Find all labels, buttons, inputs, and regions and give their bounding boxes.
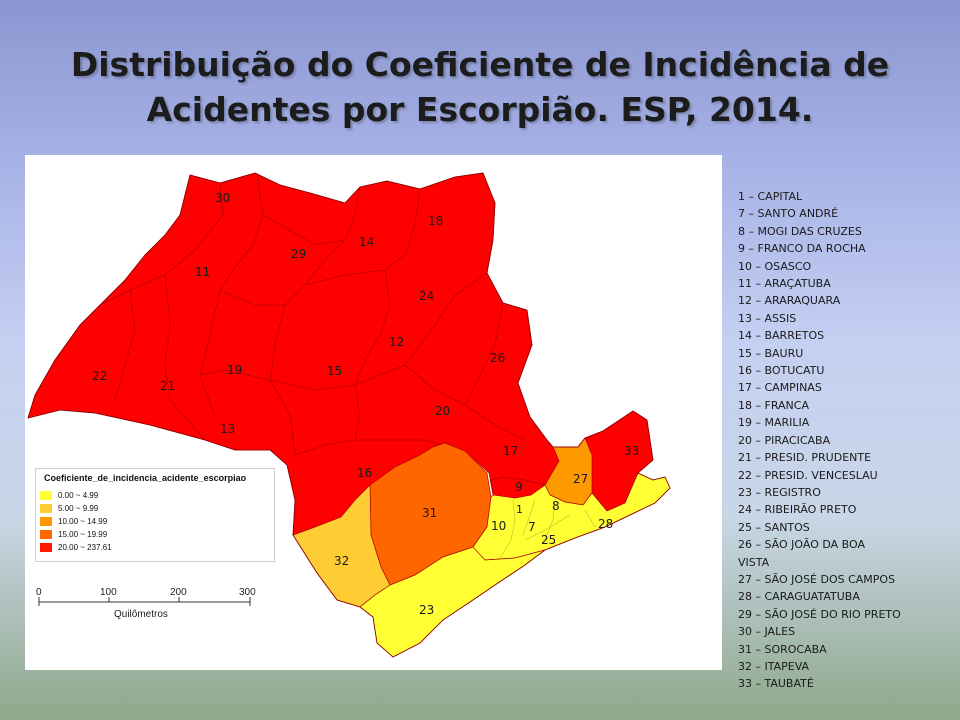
legend-swatch <box>40 529 52 539</box>
region-code-entry: 33 – TAUBATÉ <box>738 677 814 691</box>
region-code-entry: 23 – REGISTRO <box>738 485 821 499</box>
region-code-entry: VISTA <box>738 555 770 569</box>
legend-title: Coeficiente_de_incidencia_acidente_escor… <box>44 473 247 483</box>
region-label-22: 22 <box>92 369 107 383</box>
region-code-entry: 13 – ASSIS <box>738 311 797 325</box>
scale-tick-100: 100 <box>100 587 117 598</box>
slide-title-line-1: Distribuição do Coeficiente de Incidênci… <box>70 45 890 84</box>
legend-item: 15.00 ~ 19.99 <box>40 528 107 540</box>
scale-tick-300: 300 <box>239 587 256 598</box>
legend-label: 0.00 ~ 4.99 <box>58 490 99 500</box>
legend-item: 5.00 ~ 9.99 <box>40 502 98 514</box>
region-code-entry: 16 – BOTUCATU <box>738 364 825 378</box>
region-label-8: 8 <box>552 499 560 513</box>
region-code-entry: 7 – SANTO ANDRÉ <box>738 207 839 221</box>
scale-unit-label: Quilômetros <box>114 609 168 620</box>
region-code-entry: 26 – SÃO JOÃO DA BOA <box>738 538 865 552</box>
legend-swatch <box>40 542 52 552</box>
region-code-entry: 20 – PIRACICABA <box>738 433 831 447</box>
region-label-24: 24 <box>419 289 434 303</box>
slide-title: Distribuição do Coeficiente de Incidênci… <box>60 42 900 132</box>
region-code-list: 1 – CAPITAL 7 – SANTO ANDRÉ 8 – MOGI DAS… <box>738 188 938 693</box>
region-label-21: 21 <box>160 379 175 393</box>
legend-swatch <box>40 516 52 526</box>
legend-swatch <box>40 490 52 500</box>
region-label-17: 17 <box>503 444 518 458</box>
region-borders <box>99 172 526 456</box>
region-label-23: 23 <box>419 603 434 617</box>
region-label-16: 16 <box>357 466 372 480</box>
region-code-entry: 22 – PRESID. VENCESLAU <box>738 468 878 482</box>
scale-tick-200: 200 <box>170 587 187 598</box>
region-label-9: 9 <box>515 480 523 494</box>
region-label-25: 25 <box>541 533 556 547</box>
region-label-7: 7 <box>528 520 536 534</box>
legend-label: 20.00 ~ 237.61 <box>58 542 112 552</box>
region-code-entry: 15 – BAURU <box>738 346 804 360</box>
region-label-13: 13 <box>220 422 235 436</box>
region-label-29: 29 <box>291 247 306 261</box>
region-9 <box>490 476 546 499</box>
region-label-31: 31 <box>422 506 437 520</box>
region-label-12: 12 <box>389 335 404 349</box>
region-code-entry: 31 – SOROCABA <box>738 642 827 656</box>
region-label-11: 11 <box>195 265 210 279</box>
region-code-entry: 21 – PRESID. PRUDENTE <box>738 451 872 465</box>
region-code-entry: 14 – BARRETOS <box>738 329 825 343</box>
region-code-entry: 12 – ARARAQUARA <box>738 294 841 308</box>
legend-label: 10.00 ~ 14.99 <box>58 516 108 526</box>
state-outline <box>27 172 671 658</box>
region-code-entry: 17 – CAMPINAS <box>738 381 822 395</box>
region-code-entry: 24 – RIBEIRÃO PRETO <box>738 503 857 517</box>
region-code-entry: 8 – MOGI DAS CRUZES <box>738 224 862 238</box>
region-code-entry: 28 – CARAGUATATUBA <box>738 590 860 604</box>
region-label-1: 1 <box>516 503 523 516</box>
legend-item: 20.00 ~ 237.61 <box>40 541 112 553</box>
scale-tick-0: 0 <box>36 587 42 598</box>
map-panel: 30 29 14 18 11 24 12 26 22 21 19 15 20 1… <box>25 155 722 670</box>
region-label-33: 33 <box>624 444 639 458</box>
legend-label: 5.00 ~ 9.99 <box>58 503 99 513</box>
region-code-entry: 11 – ARAÇATUBA <box>738 277 831 291</box>
legend-swatch <box>40 503 52 513</box>
region-label-15: 15 <box>327 364 342 378</box>
slide-title-line-2: Acidentes por Escorpião. ESP, 2014. <box>146 90 814 129</box>
legend-label: 15.00 ~ 19.99 <box>58 529 108 539</box>
region-label-10: 10 <box>491 519 506 533</box>
region-code-entry: 1 – CAPITAL <box>738 190 803 203</box>
choropleth-map: 30 29 14 18 11 24 12 26 22 21 19 15 20 1… <box>27 172 671 658</box>
region-label-32: 32 <box>334 554 349 568</box>
legend-item: 0.00 ~ 4.99 <box>40 489 98 501</box>
region-code-entry: 18 – FRANCA <box>738 398 809 412</box>
region-code-entry: 27 – SÃO JOSÉ DOS CAMPOS <box>738 572 896 586</box>
region-label-30: 30 <box>215 191 230 205</box>
region-code-entry: 9 – FRANCO DA ROCHA <box>738 242 866 256</box>
region-code-entry: 19 – MARILIA <box>738 416 810 430</box>
region-code-entry: 30 – JALES <box>738 625 796 639</box>
metro-borders <box>499 499 596 559</box>
scale-bar: 0 100 200 300 Quilômetros <box>36 587 256 620</box>
region-label-18: 18 <box>428 214 443 228</box>
map-legend: Coeficiente_de_incidencia_acidente_escor… <box>35 468 275 562</box>
region-code-entry: 25 – SANTOS <box>738 520 810 534</box>
region-label-27: 27 <box>573 472 588 486</box>
region-label-19: 19 <box>227 363 242 377</box>
region-label-26: 26 <box>490 351 505 365</box>
region-label-28: 28 <box>598 517 613 531</box>
region-code-entry: 29 – SÃO JOSÉ DO RIO PRETO <box>738 607 901 621</box>
region-code-entry: 32 – ITAPEVA <box>738 659 810 673</box>
region-label-20: 20 <box>435 404 450 418</box>
region-code-entry: 10 – OSASCO <box>738 259 812 273</box>
region-label-14: 14 <box>359 235 374 249</box>
legend-item: 10.00 ~ 14.99 <box>40 515 107 527</box>
